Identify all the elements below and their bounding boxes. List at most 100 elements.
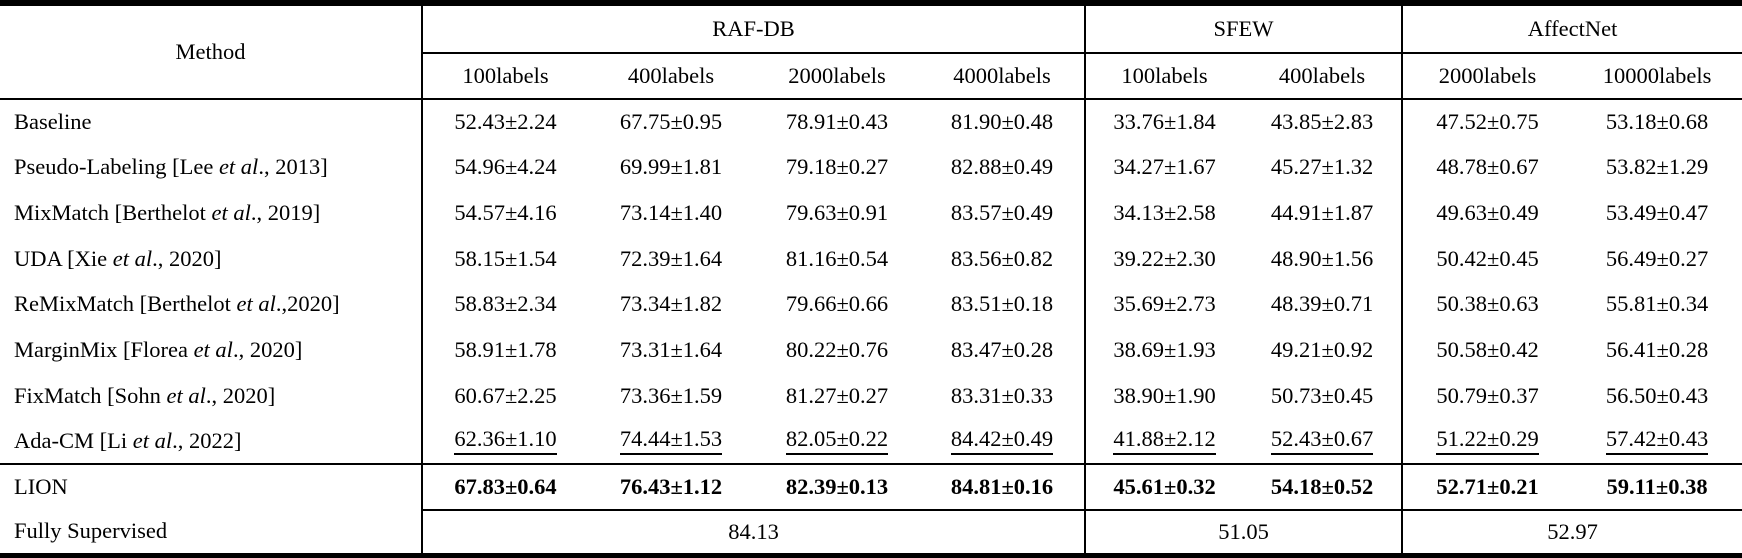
- score-value: 50.42±0.45: [1436, 245, 1539, 271]
- score-value: 58.83±2.34: [454, 291, 557, 317]
- score-value: 34.13±2.58: [1113, 200, 1216, 226]
- score-value: 43.85±2.83: [1270, 109, 1374, 135]
- score-cell: 38.69±1.93: [1084, 327, 1244, 373]
- score-value: 50.38±0.63: [1436, 291, 1539, 317]
- score-cell: 48.39±0.71: [1243, 282, 1402, 328]
- method-column-header: Method: [0, 3, 422, 100]
- score-cell: 41.88±2.12: [1084, 418, 1244, 465]
- score-value: 67.75±0.95: [619, 109, 723, 135]
- score-value: 48.78±0.67: [1436, 154, 1539, 180]
- score-cell: 60.67±2.25: [421, 372, 588, 419]
- score-value: 73.31±1.64: [619, 337, 723, 363]
- results-table-body: Baseline 52.43±2.24 67.75±0.95 78.91±0.43 81…: [0, 99, 1742, 556]
- score-cell: 58.15±1.54: [421, 235, 588, 282]
- score-cell: 34.27±1.67: [1084, 144, 1244, 191]
- score-cell: 54.57±4.16: [421, 190, 588, 236]
- score-cell: 67.83±0.64: [421, 463, 588, 511]
- score-value: 72.39±1.64: [619, 245, 723, 271]
- score-value: 80.22±0.76: [785, 337, 889, 363]
- method-name: FixMatch [Sohn et al., 2020]: [14, 382, 276, 408]
- et-al-italic: et al: [132, 427, 173, 453]
- supervised-score-cell: 51.05: [1084, 509, 1403, 556]
- score-value: 76.43±1.12: [619, 473, 723, 499]
- score-value: 60.67±2.25: [454, 382, 557, 408]
- score-cell: 79.63±0.91: [754, 190, 920, 236]
- score-value: 56.50±0.43: [1605, 382, 1709, 408]
- score-value: 83.47±0.28: [950, 337, 1054, 363]
- score-value: 73.36±1.59: [619, 382, 723, 408]
- table-row: UDA [Xie et al., 2020] 58.15±1.54 72.39±1.…: [0, 235, 1742, 282]
- score-value: 49.63±0.49: [1436, 200, 1539, 226]
- score-cell: 50.38±0.63: [1401, 281, 1573, 328]
- method-name: MarginMix [Florea et al., 2020]: [14, 337, 303, 363]
- column-header: 4000labels: [920, 53, 1086, 100]
- score-cell: 82.88±0.49: [920, 145, 1085, 191]
- score-cell: 48.78±0.67: [1401, 144, 1573, 191]
- score-cell: 33.76±1.84: [1084, 99, 1244, 145]
- table-row: MarginMix [Florea et al., 2020] 58.91±1.7…: [0, 327, 1742, 373]
- fully-supervised-row: Fully Supervised 84.13 51.05 52.97: [0, 509, 1742, 556]
- score-cell: 83.31±0.33: [920, 373, 1085, 419]
- score-value: 39.22±2.30: [1113, 245, 1216, 271]
- score-value: 79.18±0.27: [785, 154, 889, 180]
- et-al-italic: et al: [211, 200, 251, 226]
- score-cell: 81.16±0.54: [754, 236, 920, 282]
- score-cell: 58.91±1.78: [421, 327, 588, 373]
- score-cell: 55.81±0.34: [1572, 282, 1742, 328]
- score-value: 54.18±0.52: [1270, 473, 1374, 499]
- method-name: ReMixMatch [Berthelot et al.,2020]: [14, 291, 340, 317]
- score-cell: 58.83±2.34: [421, 281, 588, 328]
- score-cell: 50.79±0.37: [1401, 372, 1573, 419]
- score-cell: 62.36±1.10: [421, 418, 588, 465]
- score-cell: 69.99±1.81: [588, 145, 754, 191]
- header-group-row: Method RAF-DB SFEW AffectNet: [0, 3, 1742, 100]
- score-cell: 76.43±1.12: [588, 463, 754, 511]
- score-value: 38.90±1.90: [1113, 382, 1216, 408]
- score-cell: 52.43±0.67: [1243, 418, 1402, 464]
- score-cell: 56.49±0.27: [1572, 236, 1742, 282]
- score-value: 50.58±0.42: [1436, 337, 1539, 363]
- method-name: Pseudo-Labeling [Lee et al., 2013]: [14, 154, 328, 180]
- dataset-group-header-sfew: SFEW: [1084, 3, 1403, 54]
- score-value: 73.34±1.82: [619, 291, 723, 317]
- score-value: 55.81±0.34: [1605, 291, 1709, 317]
- method-name: UDA [Xie et al., 2020]: [14, 245, 222, 271]
- et-al-italic: et al: [193, 337, 233, 363]
- score-value: 52.43±2.24: [454, 109, 557, 135]
- score-value: 48.90±1.56: [1270, 245, 1374, 271]
- score-value: 54.96±4.24: [454, 154, 557, 180]
- score-cell: 50.42±0.45: [1401, 235, 1573, 282]
- supervised-score-cell: 84.13: [420, 509, 1086, 556]
- score-value: 41.88±2.12: [1113, 427, 1216, 456]
- et-al-italic: et al: [112, 245, 153, 271]
- score-cell: 35.69±2.73: [1084, 281, 1244, 328]
- score-value: 83.57±0.49: [950, 200, 1054, 226]
- table-row: Baseline 52.43±2.24 67.75±0.95 78.91±0.43 81…: [0, 99, 1742, 145]
- score-cell: 84.42±0.49: [920, 418, 1085, 464]
- score-value: 74.44±1.53: [619, 427, 723, 456]
- score-cell: 81.90±0.48: [920, 99, 1085, 145]
- score-value: 82.05±0.22: [785, 427, 889, 456]
- score-cell: 81.27±0.27: [754, 373, 920, 419]
- score-value: 83.31±0.33: [950, 382, 1054, 408]
- table-row: ReMixMatch [Berthelot et al.,2020] 58.83±…: [0, 281, 1742, 328]
- score-cell: 83.57±0.49: [920, 190, 1085, 236]
- score-cell: 80.22±0.76: [754, 327, 920, 373]
- score-value: 35.69±2.73: [1113, 291, 1216, 317]
- score-cell: 54.96±4.24: [421, 144, 588, 191]
- method-name: Baseline: [14, 109, 92, 135]
- supervised-score-cell: 52.97: [1401, 509, 1742, 556]
- score-value: 50.79±0.37: [1436, 382, 1539, 408]
- table-row: MixMatch [Berthelot et al., 2019] 54.57±4…: [0, 190, 1742, 236]
- score-cell: 53.82±1.29: [1572, 145, 1742, 191]
- score-cell: 50.73±0.45: [1243, 373, 1402, 419]
- score-cell: 51.22±0.29: [1401, 418, 1573, 465]
- score-value: 83.51±0.18: [950, 291, 1054, 317]
- score-value: 57.42±0.43: [1605, 427, 1709, 456]
- score-cell: 83.47±0.28: [920, 327, 1085, 373]
- score-cell: 54.18±0.52: [1243, 463, 1403, 511]
- score-value: 49.21±0.92: [1270, 337, 1374, 363]
- score-value: 51.22±0.29: [1436, 427, 1539, 456]
- score-value: 59.11±0.38: [1606, 473, 1708, 499]
